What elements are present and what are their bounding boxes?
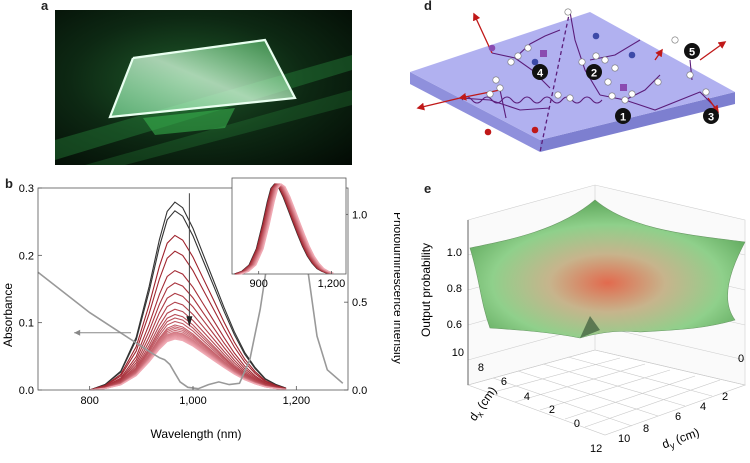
y2-tick-label: 0.0 — [352, 385, 367, 397]
z-axis-label: Output probability — [419, 243, 433, 337]
pl-spectrum-line — [89, 250, 287, 391]
z-tick-label: 1.0 — [447, 247, 462, 259]
dx-tick-label: 2 — [549, 404, 555, 416]
absorbing-dots — [484, 32, 636, 136]
x-tick-label: 800 — [80, 395, 98, 407]
dashed-incident-path — [539, 9, 571, 153]
site-marker-5: 5 — [684, 43, 700, 59]
site-marker-3: 3 — [703, 108, 719, 124]
svg-text:1: 1 — [620, 112, 626, 124]
slab-schematic: 1 2 3 4 5 — [410, 8, 735, 153]
pl-spectrum-line — [89, 301, 287, 391]
svg-text:5: 5 — [689, 47, 695, 59]
dx-tick-label: 6 — [501, 376, 507, 388]
escaping-photons — [416, 12, 727, 114]
site-marker-4: 4 — [532, 64, 548, 80]
site-marker-1: 1 — [615, 108, 631, 124]
site-marker-2: 2 — [586, 64, 602, 80]
surface-dip — [580, 316, 600, 338]
slab-body — [110, 40, 295, 117]
slab-side-right — [540, 92, 735, 152]
output-probability-surface: 1.0 0.8 0.6 Output probability 10 8 6 4 … — [419, 184, 747, 455]
y-axis-label: Absorbance — [1, 283, 15, 347]
slab-top — [410, 12, 735, 140]
inset-x-tick-label: 1,200 — [318, 278, 346, 290]
panel-label-b: b — [5, 176, 13, 191]
inset-x-tick-label: 900 — [250, 278, 268, 290]
dx-tick-label: 8 — [478, 362, 484, 374]
pl-spectrum-line — [89, 234, 287, 391]
svg-text:4: 4 — [537, 68, 544, 80]
slab-side-front — [410, 72, 540, 152]
slab-base — [143, 108, 235, 135]
panel-label-d: d — [424, 0, 432, 13]
dy-tick-label: 6 — [675, 411, 681, 423]
dy-tick-label: 4 — [700, 401, 706, 413]
dx-tick-label: 4 — [524, 391, 530, 403]
x-tick-label: 1,200 — [283, 395, 311, 407]
pl-spectrum-line — [89, 201, 287, 391]
inset-spectrum-line — [241, 183, 334, 275]
dy-tick-label: 2 — [722, 391, 728, 403]
dy-tick-label: 12 — [590, 443, 602, 455]
y-tick-label: 0.3 — [19, 183, 34, 195]
dx-tick-label: 0 — [574, 418, 580, 430]
z-tick-label: 0.6 — [447, 319, 462, 331]
y-tick-label: 0.1 — [19, 318, 34, 330]
x-axis-label: Wavelength (nm) — [151, 427, 242, 441]
y-tick-label: 0.0 — [19, 385, 34, 397]
inset-frame — [231, 177, 347, 275]
dy-tick-label: 8 — [643, 423, 649, 435]
z-tick-label: 0.8 — [447, 283, 462, 295]
x-tick-label: 1,000 — [179, 395, 207, 407]
y2-tick-label: 0.5 — [352, 297, 367, 309]
dy-axis-label: dy (cm) — [660, 425, 702, 453]
absorbance-axis-arrowhead — [74, 329, 81, 336]
slab-edge — [108, 38, 297, 119]
pl-spectrum-line — [89, 210, 287, 391]
panel-label-a: a — [41, 0, 49, 13]
dx-ticks: 10 8 6 4 2 0 — [452, 347, 580, 430]
concentrator-photo — [55, 10, 352, 165]
quantum-dots — [486, 8, 710, 104]
wavy-emission — [461, 96, 603, 104]
dy-ticks: 12 10 8 6 4 2 0 — [590, 353, 744, 455]
pl-spectrum-line — [89, 282, 287, 391]
decrease-arrowhead — [186, 316, 193, 327]
panel-label-e: e — [424, 181, 432, 196]
y2-tick-label: 1.0 — [352, 209, 367, 221]
pl-spectrum-line — [89, 338, 287, 391]
pl-spectrum-line — [89, 292, 287, 391]
svg-text:2: 2 — [591, 68, 597, 80]
spectra-chart: 800 1,000 1,200 0.0 0.1 0.2 0.3 0.0 0.5 1.0 900 1,… — [1, 177, 400, 441]
svg-text:3: 3 — [708, 112, 714, 124]
surface-floor-grid — [467, 349, 747, 436]
y2-axis-label: Photoluminescence intensity — [391, 212, 400, 364]
dy-tick-label: 0 — [738, 353, 744, 365]
y-tick-label: 0.2 — [19, 250, 34, 262]
probability-surface — [469, 199, 746, 339]
dy-tick-label: 10 — [618, 433, 630, 445]
pl-spectrum-line — [89, 269, 287, 391]
dx-axis-label: dx (cm) — [466, 384, 501, 425]
dx-tick-label: 10 — [452, 347, 464, 359]
